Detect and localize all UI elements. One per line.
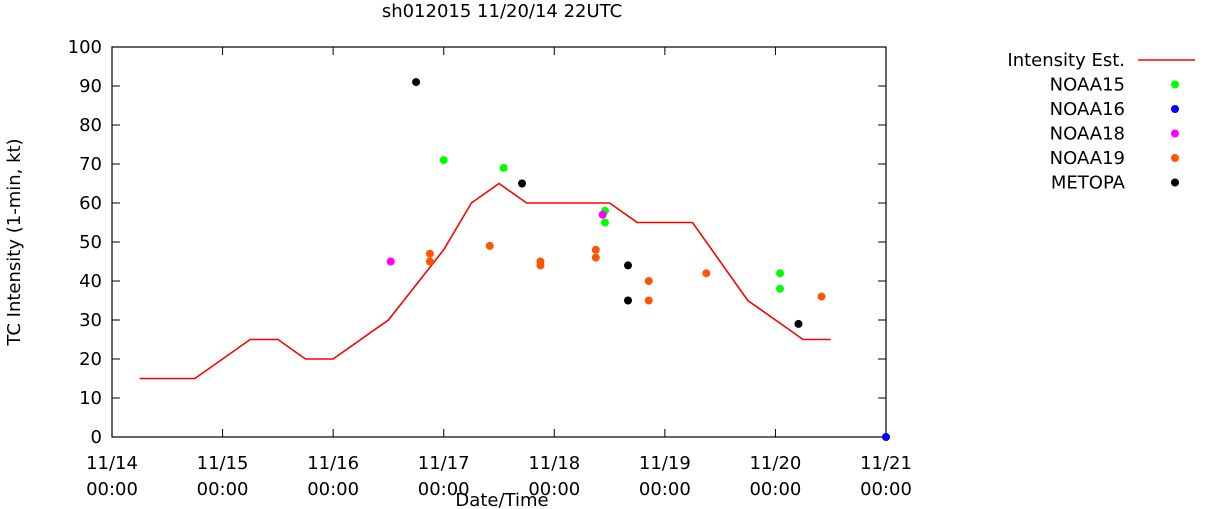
x-tick-label-date: 11/17: [418, 453, 470, 474]
chart-title: sh012015 11/20/14 22UTC: [382, 1, 622, 22]
legend-swatch-noaa16: [1171, 105, 1179, 113]
point-noaa15: [600, 218, 609, 227]
legend-label-intensity-est: Intensity Est.: [1007, 50, 1125, 71]
point-noaa19: [702, 269, 711, 278]
x-tick-label-time: 00:00: [639, 479, 691, 500]
point-metopa: [412, 78, 421, 87]
series: [139, 78, 890, 441]
x-tick-label-time: 00:00: [528, 479, 580, 500]
x-tick-label-time: 00:00: [86, 479, 138, 500]
point-noaa19: [644, 277, 653, 285]
x-tick-label-date: 11/14: [86, 453, 138, 474]
x-tick-label-time: 00:00: [418, 479, 470, 500]
x-tick-label-time: 00:00: [749, 479, 801, 500]
point-metopa: [624, 261, 632, 270]
y-tick-label: 70: [79, 154, 102, 175]
y-tick-label: 60: [79, 193, 102, 214]
point-noaa15: [439, 156, 448, 165]
point-noaa15: [499, 163, 508, 172]
x-tick-label-time: 00:00: [860, 479, 912, 500]
x-axis-label: Date/Time: [455, 490, 548, 509]
point-metopa: [518, 179, 527, 188]
point-noaa16: [882, 433, 890, 441]
point-noaa19: [644, 296, 653, 305]
plot-frame: [111, 46, 887, 438]
point-metopa: [624, 296, 632, 305]
y-tick-label: 90: [79, 76, 102, 97]
point-noaa15: [776, 269, 785, 278]
legend-swatch-noaa15: [1171, 80, 1179, 89]
legend-label-noaa15: NOAA15: [1050, 75, 1125, 96]
legend-swatch-noaa18: [1171, 129, 1179, 138]
point-noaa18: [386, 257, 395, 266]
legend-label-noaa18: NOAA18: [1050, 124, 1125, 145]
y-tick-label: 20: [79, 349, 102, 370]
point-noaa19: [591, 245, 600, 254]
legend: Intensity Est. NOAA15 NOAA16 NOAA18 NOAA19 ME…: [1007, 50, 1195, 194]
x-tick-label-date: 11/18: [528, 453, 580, 474]
x-ticks: 11/14 00:00 11/15 00:00 11/16 00:00 11/17 00:00…: [86, 47, 912, 500]
y-tick-label: 50: [79, 232, 102, 253]
y-tick-label: 100: [68, 37, 102, 58]
legend-swatch-noaa19: [1171, 154, 1179, 162]
x-tick-label-date: 11/15: [197, 453, 249, 474]
legend-label-noaa19: NOAA19: [1050, 148, 1125, 169]
series-line-intensity-est: [139, 182, 831, 380]
point-noaa19: [485, 241, 494, 250]
y-ticks: 0 10 20 30 40 50 60 70 80 90 100: [68, 37, 886, 448]
y-tick-label: 80: [79, 115, 102, 136]
legend-swatch-metopa: [1171, 178, 1179, 187]
y-tick-label: 40: [79, 271, 102, 292]
point-noaa19: [817, 292, 826, 301]
point-metopa: [794, 319, 803, 328]
point-noaa19: [425, 249, 434, 258]
legend-label-metopa: METOPA: [1051, 173, 1126, 194]
point-noaa19: [536, 261, 545, 270]
x-tick-label-date: 11/19: [639, 453, 691, 474]
y-axis-label: TC Intensity (1-min, kt): [4, 138, 25, 346]
legend-label-noaa16: NOAA16: [1050, 99, 1125, 120]
y-tick-label: 0: [91, 427, 102, 448]
x-tick-label-time: 00:00: [197, 479, 249, 500]
point-noaa19: [591, 253, 600, 262]
y-tick-label: 10: [79, 388, 102, 409]
point-noaa19: [425, 257, 434, 266]
y-tick-label: 30: [79, 310, 102, 331]
x-tick-label-date: 11/16: [307, 453, 359, 474]
point-noaa15: [776, 284, 785, 293]
point-noaa18: [598, 210, 607, 219]
x-tick-label-date: 11/20: [749, 453, 801, 474]
x-tick-label-time: 00:00: [307, 479, 359, 500]
x-tick-label-date: 11/21: [860, 453, 912, 474]
